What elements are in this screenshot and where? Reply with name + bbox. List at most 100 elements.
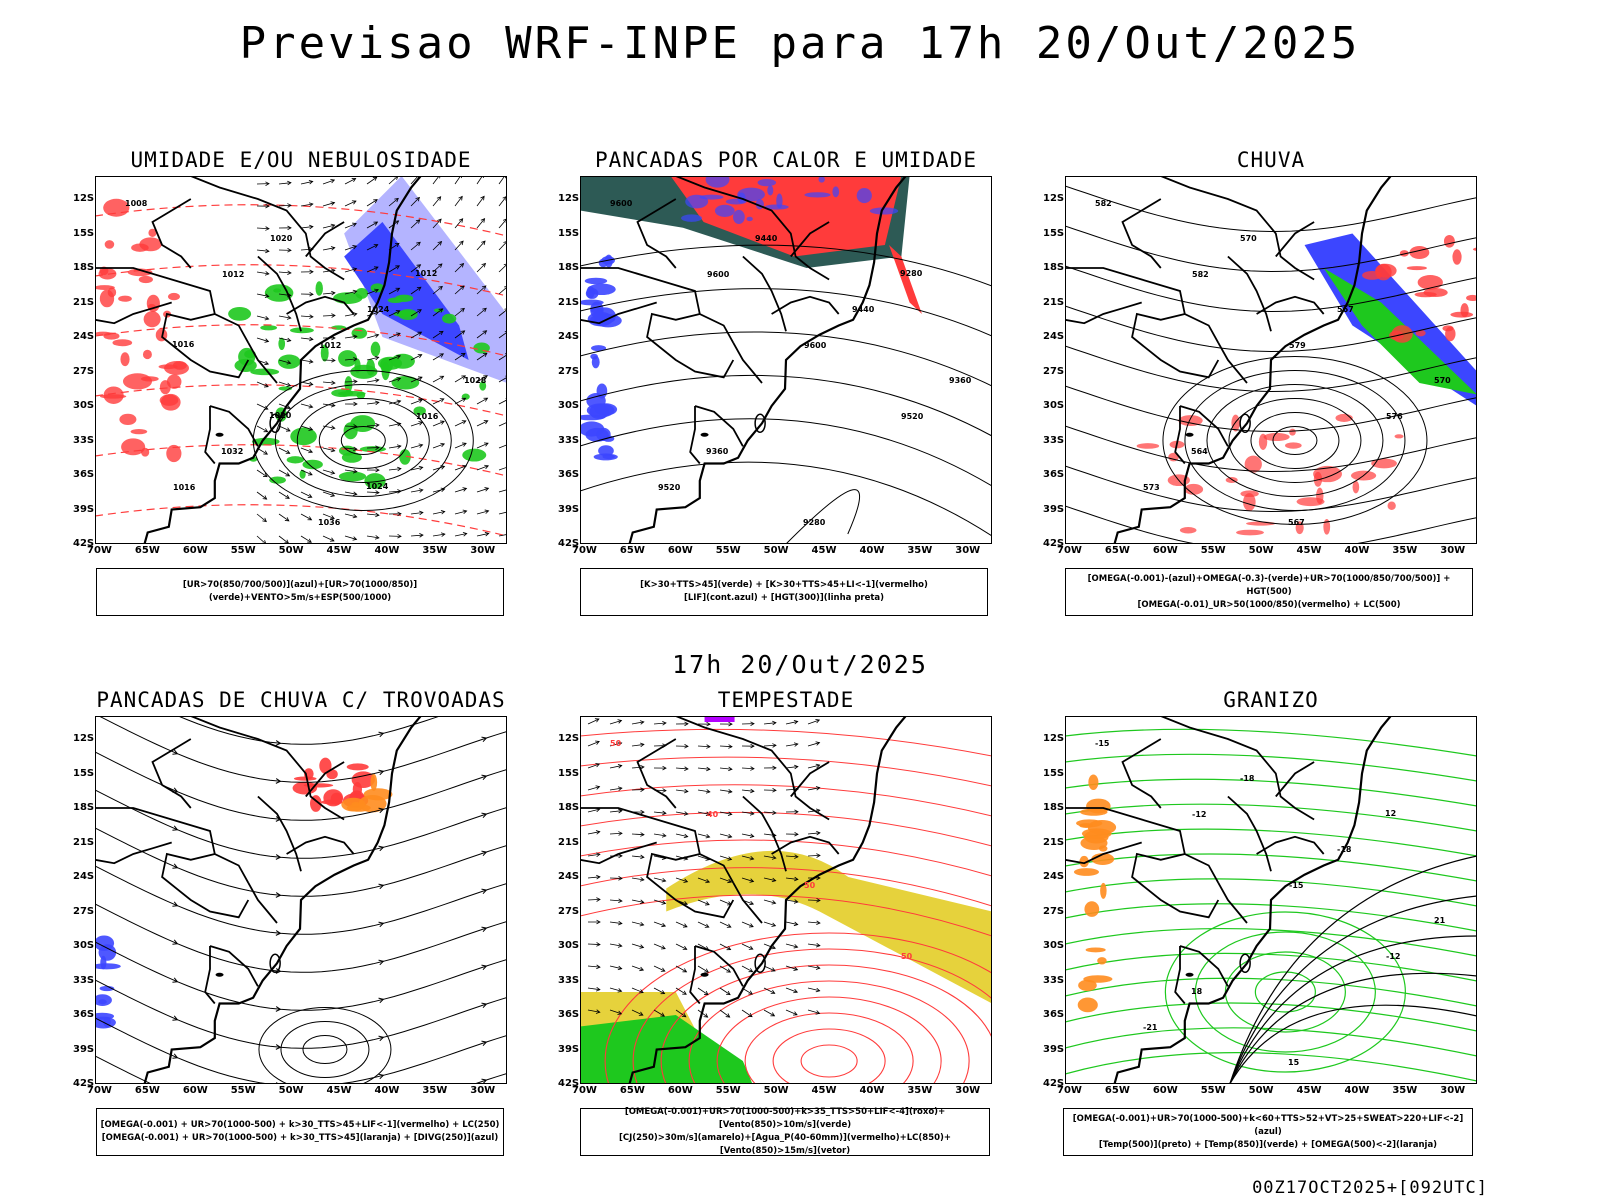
latitude-label: 42S [1043, 538, 1065, 549]
longitude-label: 60W [1152, 1085, 1178, 1096]
longitude-label: 55W [715, 545, 741, 556]
forecast-panel-5: TEMPESTADE 50 40 50 50 12S 15S 18S 21S 24S 27S 30S 3… [540, 688, 1032, 1188]
latitude-label: 30S [558, 400, 580, 411]
contour-value-label: 50 [901, 952, 913, 961]
longitude-label: 65W [134, 545, 160, 556]
longitude-label: 35W [422, 1085, 448, 1096]
contour-value-label: 1024 [366, 482, 389, 491]
latitude-label: 42S [73, 1078, 95, 1089]
contour-value-label: 9440 [755, 234, 778, 243]
longitude-label: 65W [619, 545, 645, 556]
contour-value-label: 50 [804, 881, 816, 890]
latitude-label: 12S [558, 193, 580, 204]
contour-value-label: 573 [1143, 483, 1160, 492]
contour-value-label: 1012 [222, 270, 244, 279]
latitude-label: 18S [73, 802, 95, 813]
latitude-label: 30S [1043, 940, 1065, 951]
forecast-map [95, 716, 507, 1084]
latitude-label: 18S [558, 802, 580, 813]
forecast-map: 9600 9600 9600 9520 9520 9440 9440 9360 9360 9280… [580, 176, 992, 544]
legend-line: [CJ(250)>30m/s](amarelo)+[Agua_P(40-60mm… [618, 1133, 952, 1156]
contour-value-label: -21 [1143, 1023, 1158, 1032]
longitude-label: 45W [1296, 1085, 1322, 1096]
latitude-label: 39S [1043, 1043, 1065, 1055]
latitude-label: 33S [558, 434, 580, 446]
contour-value-label: 1036 [318, 518, 341, 527]
longitude-label: 35W [422, 545, 448, 556]
longitude-label: 50W [278, 1085, 304, 1096]
contour-value-label: 1020 [270, 234, 293, 243]
latitude-label: 36S [73, 1009, 95, 1020]
latitude-label: 21S [558, 836, 580, 848]
latitude-label: 15S [73, 767, 95, 779]
latitude-label: 15S [558, 227, 580, 239]
contour-value-label: 21 [1434, 916, 1446, 925]
contour-value-label: 1016 [173, 483, 196, 492]
longitude-label: 60W [182, 1085, 208, 1096]
legend-line: [OMEGA(-0.01)_UR>50(1000/850)(vermelho) … [1137, 599, 1401, 610]
legend-line: [OMEGA(-0.001)-(azul)+OMEGA(-0.3)-(verde… [1087, 573, 1451, 597]
forecast-panel-2: PANCADAS POR CALOR E UMIDADE 9600 9600 9600… [540, 148, 1032, 648]
latitude-label: 39S [1043, 503, 1065, 515]
latitude-label: 33S [73, 434, 95, 446]
latitude-label: 33S [1043, 434, 1065, 446]
panel-title: CHUVA [1236, 148, 1306, 172]
forecast-panel-4: PANCADAS DE CHUVA C/ TROVOADAS 12S 15S 18S 2… [55, 688, 547, 1188]
contour-value-label: 9600 [707, 270, 730, 279]
longitude-label: 50W [278, 545, 304, 556]
longitude-label: 30W [1440, 545, 1466, 556]
latitude-label: 21S [1043, 836, 1065, 848]
contour-value-label: -18 [1240, 774, 1255, 783]
contour-value-label: 12 [1385, 809, 1396, 818]
latitude-label: 27S [1043, 365, 1065, 377]
latitude-label: 42S [558, 538, 580, 549]
contour-value-label: 1020 [269, 411, 292, 420]
panel-title: UMIDADE E/OU NEBULOSIDADE [130, 148, 472, 172]
panel-title: GRANIZO [1223, 688, 1319, 712]
longitude-label: 65W [134, 1085, 160, 1096]
contour-value-label: -15 [1095, 739, 1110, 748]
latitude-label: 33S [558, 974, 580, 986]
contour-value-label: 9520 [901, 412, 924, 421]
longitude-label: 55W [1200, 545, 1226, 556]
latitude-label: 39S [73, 1043, 95, 1055]
longitude-label: 70W [572, 545, 597, 556]
contour-value-label: 1016 [416, 412, 439, 421]
panel-legend: [UR>70(850/700/500)](azul)+[UR>70(1000/8… [96, 568, 504, 616]
longitude-label: 45W [811, 545, 837, 556]
latitude-label: 42S [1043, 1078, 1065, 1089]
latitude-label: 15S [1043, 767, 1065, 779]
longitude-label: 70W [572, 1085, 597, 1096]
latitude-label: 30S [73, 940, 95, 951]
latitude-label: 24S [558, 871, 580, 882]
valid-time-label: 17h 20/Out/2025 [672, 650, 928, 679]
panel-legend: [OMEGA(-0.001)-(azul)+OMEGA(-0.3)-(verde… [1065, 568, 1473, 616]
contour-value-label: 9360 [706, 447, 729, 456]
longitude-label: 30W [470, 545, 496, 556]
longitude-label: 60W [182, 545, 208, 556]
longitude-label: 70W [1057, 1085, 1082, 1096]
contour-value-label: 50 [610, 739, 622, 748]
contour-value-label: 9440 [852, 305, 875, 314]
longitude-label: 40W [374, 1085, 400, 1096]
latitude-label: 21S [73, 296, 95, 308]
page-title: Previsao WRF-INPE para 17h 20/Out/2025 [239, 18, 1361, 69]
contour-value-label: 1012 [415, 269, 437, 278]
longitude-label: 55W [230, 1085, 256, 1096]
longitude-label: 60W [1152, 545, 1178, 556]
legend-line: [OMEGA(-0.001) + UR>70(1000-500) + k>30_… [101, 1133, 499, 1143]
longitude-label: 40W [1344, 545, 1370, 556]
longitude-label: 30W [1440, 1085, 1466, 1096]
latitude-label: 42S [558, 1078, 580, 1089]
latitude-label: 30S [1043, 400, 1065, 411]
latitude-label: 15S [558, 767, 580, 779]
contour-value-label: 9520 [658, 483, 681, 492]
latitude-label: 18S [1043, 802, 1065, 813]
latitude-label: 24S [73, 871, 95, 882]
latitude-label: 18S [558, 262, 580, 273]
panel-legend: [K>30+TTS>45](verde) + [K>30+TTS>45+LI<-… [580, 568, 988, 616]
latitude-label: 27S [558, 365, 580, 377]
longitude-label: 30W [955, 1085, 981, 1096]
forecast-map: 50 40 50 50 [580, 716, 992, 1084]
latitude-label: 39S [558, 503, 580, 515]
